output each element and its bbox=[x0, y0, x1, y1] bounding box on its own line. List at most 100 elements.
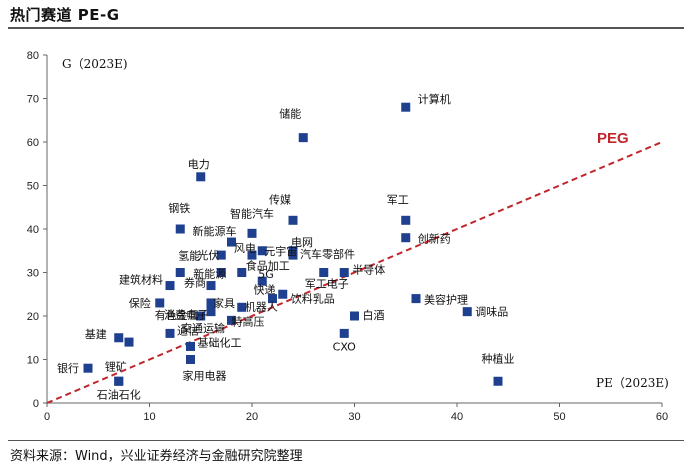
data-point-marker bbox=[298, 133, 308, 143]
data-point-label: 交通运输 bbox=[181, 321, 225, 335]
data-point-marker bbox=[124, 337, 134, 347]
data-point-label: 锂矿 bbox=[105, 359, 127, 373]
y-tick-label: 10 bbox=[27, 355, 39, 367]
data-point-marker bbox=[227, 237, 236, 247]
data-point-label: 传媒 bbox=[269, 193, 291, 206]
pe-g-scatter-chart: 0 10 20 30 40 50 60 70 80 0 10 20 30 40 50 60 计算机储能电力传媒… bbox=[27, 50, 669, 423]
data-point-label: 5G bbox=[258, 268, 274, 281]
data-point-label: 建筑材料 bbox=[119, 273, 163, 287]
x-axis-label: PE（2023E) bbox=[596, 376, 669, 390]
data-point-marker bbox=[278, 289, 288, 299]
data-point-marker bbox=[319, 268, 329, 277]
data-point-marker bbox=[237, 268, 247, 277]
data-point-label: 机器人 bbox=[245, 299, 278, 313]
page-title: 热门赛道 PE-G bbox=[10, 6, 120, 24]
data-point-label: 调味品 bbox=[475, 306, 508, 319]
data-point-marker bbox=[288, 250, 298, 260]
data-point-marker bbox=[237, 302, 247, 312]
x-tick-label: 10 bbox=[143, 411, 155, 423]
data-point-marker bbox=[216, 268, 226, 277]
data-point-label: 家用电器 bbox=[183, 369, 227, 383]
x-tick-label: 30 bbox=[348, 411, 360, 423]
y-tick-label: 30 bbox=[27, 268, 39, 280]
data-point-marker bbox=[257, 246, 267, 256]
peg-line-label: PEG bbox=[597, 130, 629, 147]
data-point-label: 饮料乳品 bbox=[291, 291, 335, 305]
data-point-label: 创新药 bbox=[418, 232, 451, 246]
x-tick-label: 50 bbox=[553, 411, 565, 423]
data-point-marker bbox=[206, 307, 216, 317]
data-point-label: 氢能 bbox=[178, 249, 200, 263]
data-point-label: 汽车零部件 bbox=[300, 247, 355, 261]
data-point-label: 元宇宙 bbox=[264, 244, 297, 258]
data-point-marker bbox=[462, 307, 472, 317]
data-point-marker bbox=[350, 311, 359, 321]
data-point-label: 通信 bbox=[177, 324, 199, 337]
y-tick-label: 80 bbox=[27, 50, 39, 62]
data-point-marker bbox=[186, 355, 195, 364]
data-point-marker bbox=[401, 102, 411, 112]
data-point-label: 有色金属 bbox=[155, 308, 199, 322]
data-point-label: 储能 bbox=[279, 107, 301, 121]
data-point-marker bbox=[196, 172, 206, 182]
data-point-label: 白酒 bbox=[363, 308, 385, 322]
x-tick-label: 40 bbox=[451, 411, 463, 423]
data-point-label: 军工 bbox=[387, 193, 409, 206]
y-tick-label: 60 bbox=[27, 137, 39, 149]
data-point-label: 家具 bbox=[213, 296, 235, 310]
data-point-label: 券商 bbox=[184, 276, 206, 290]
data-point-label: 新能源 bbox=[193, 267, 226, 281]
y-tick-label: 40 bbox=[27, 224, 39, 236]
data-point-label: 食品加工 bbox=[246, 259, 290, 273]
data-point-label: 半导体 bbox=[352, 263, 385, 277]
data-point-label: 风电 bbox=[234, 242, 256, 255]
data-point-marker bbox=[401, 233, 411, 243]
data-point-marker bbox=[165, 281, 175, 291]
data-point-marker bbox=[339, 328, 349, 338]
data-point-marker bbox=[401, 215, 411, 225]
data-point-label: CXO bbox=[333, 340, 357, 353]
data-point-marker bbox=[227, 315, 236, 325]
y-tick-label: 50 bbox=[27, 181, 39, 193]
data-point-marker bbox=[206, 281, 216, 291]
data-point-marker bbox=[257, 276, 267, 286]
data-point-marker bbox=[83, 363, 93, 373]
data-point-label: 保险 bbox=[129, 296, 151, 310]
data-point-marker bbox=[411, 294, 421, 304]
x-tick-label: 0 bbox=[44, 411, 50, 423]
data-point-label: 基建 bbox=[85, 327, 107, 341]
data-point-label: 消费电子 bbox=[164, 308, 208, 322]
data-point-marker bbox=[175, 224, 185, 234]
x-tick-label: 60 bbox=[656, 411, 668, 423]
footer-divider bbox=[8, 440, 684, 441]
data-point-label: 基础化工 bbox=[198, 335, 242, 349]
data-point-label: 光伏 bbox=[197, 248, 219, 262]
data-point-label: 特高压 bbox=[232, 314, 265, 328]
data-point-label: 智能汽车 bbox=[230, 206, 274, 220]
y-tick-label: 20 bbox=[27, 311, 39, 323]
data-point-marker bbox=[175, 268, 185, 277]
data-point-label: 银行 bbox=[57, 361, 79, 375]
chart-points bbox=[83, 102, 503, 386]
data-point-marker bbox=[216, 250, 226, 260]
data-point-marker bbox=[288, 215, 298, 225]
data-point-marker bbox=[339, 268, 349, 277]
data-point-label: 军工电子 bbox=[305, 278, 349, 291]
data-point-marker bbox=[155, 298, 165, 308]
peg-line-group bbox=[46, 141, 663, 404]
data-point-marker bbox=[268, 294, 277, 304]
source-note: 资料来源：Wind，兴业证券经济与金融研究院整理 bbox=[10, 449, 303, 464]
data-point-marker bbox=[206, 298, 216, 308]
data-point-label: 钢铁 bbox=[168, 202, 190, 215]
data-point-marker bbox=[493, 376, 503, 386]
title-divider bbox=[8, 27, 684, 29]
y-axis-label: G（2023E) bbox=[62, 57, 128, 71]
data-point-label: 种植业 bbox=[482, 351, 515, 365]
data-point-marker bbox=[196, 311, 206, 321]
data-point-marker bbox=[114, 376, 124, 386]
y-tick-label: 0 bbox=[33, 398, 39, 410]
data-point-label: 电网 bbox=[291, 236, 313, 249]
data-point-label: 石油石化 bbox=[97, 387, 141, 401]
x-tick-label: 20 bbox=[246, 411, 258, 423]
